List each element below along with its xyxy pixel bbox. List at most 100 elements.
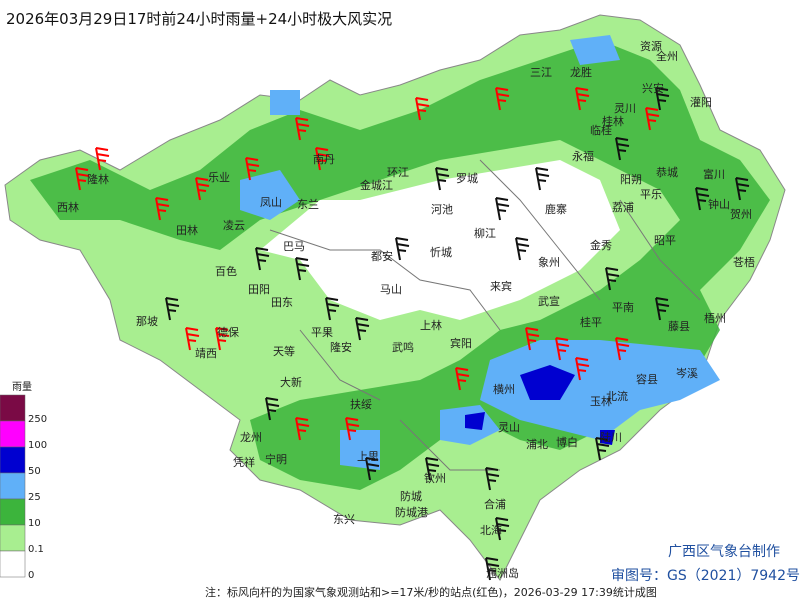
county-borders <box>269 159 701 471</box>
place-label: 桂平 <box>580 315 602 329</box>
wind-barb <box>195 177 210 201</box>
legend-swatch <box>0 420 26 448</box>
wind-barb <box>485 557 500 581</box>
place-label: 钦州 <box>424 472 446 485</box>
wind-barb <box>595 437 610 461</box>
place-label: 马山 <box>380 283 402 296</box>
place-label: 恭城 <box>656 166 678 179</box>
place-label: 乐业 <box>208 171 230 184</box>
wind-barb <box>435 167 450 191</box>
place-label: 平南 <box>612 301 634 314</box>
place-label: 龙胜 <box>570 65 592 79</box>
wind-barb <box>495 197 510 221</box>
place-label: 武鸣 <box>392 340 414 354</box>
place-label: 德保 <box>217 325 239 339</box>
wind-barb <box>415 97 430 121</box>
wind-barb <box>215 327 230 351</box>
place-label: 凤山 <box>260 196 282 209</box>
place-label: 兴安 <box>642 81 664 95</box>
map-title: 2026年03月29日17时前24小时雨量+24小时极大风实况 <box>6 10 392 28</box>
wind-barb <box>155 197 170 221</box>
place-label: 忻城 <box>430 246 452 259</box>
legend-swatch <box>0 446 26 474</box>
approval: 审图号：GS（2021）7942号 <box>611 568 800 584</box>
place-label: 环江 <box>387 166 409 179</box>
place-label: 防城 <box>400 489 422 503</box>
place-label: 藤县 <box>668 320 690 333</box>
wind-barb <box>575 87 590 111</box>
place-label: 靖西 <box>195 347 217 360</box>
place-label: 梧州 <box>704 311 726 325</box>
place-label: 南丹 <box>313 153 335 166</box>
wind-barb <box>295 257 310 281</box>
place-label: 玉林 <box>590 394 612 408</box>
dry-area <box>260 160 620 320</box>
place-label: 金秀 <box>590 238 612 252</box>
place-label: 天等 <box>273 344 295 358</box>
wind-barb <box>495 87 510 111</box>
wind-barb <box>615 137 630 161</box>
legend-label: 0 <box>28 570 34 581</box>
place-label: 涠洲岛 <box>486 566 519 580</box>
place-label: 象州 <box>538 256 560 269</box>
place-label: 阳朔 <box>620 173 642 186</box>
wind-barb <box>605 267 620 291</box>
place-label: 宾阳 <box>450 336 472 350</box>
place-label: 都安 <box>371 249 393 263</box>
place-label: 资源 <box>640 39 662 53</box>
place-label: 隆安 <box>330 340 352 354</box>
wind-barb <box>455 367 470 391</box>
place-label: 博白 <box>556 435 578 449</box>
place-label: 富川 <box>703 167 725 181</box>
rain-25-area <box>240 35 720 470</box>
wind-barb <box>555 337 570 361</box>
place-label: 罗城 <box>456 172 478 185</box>
legend-swatch <box>0 524 26 552</box>
place-label: 武宣 <box>538 294 560 308</box>
place-label: 临桂 <box>590 123 612 137</box>
place-label: 灵山 <box>498 421 520 434</box>
place-label: 凌云 <box>223 218 245 232</box>
wind-barb <box>255 247 270 271</box>
wind-barb <box>365 457 380 481</box>
legend: 250 100 50 25 10 0.1 0 <box>0 394 47 581</box>
legend-title: 雨量 <box>12 381 32 393</box>
place-label: 陆川 <box>600 430 622 444</box>
footnote: 注：标风向杆的为国家气象观测站和>=17米/秒的站点(红色)，2026-03-2… <box>205 585 657 599</box>
legend-swatch <box>0 498 26 526</box>
place-label: 岑溪 <box>676 367 698 380</box>
place-label: 金城江 <box>360 178 393 192</box>
place-label: 灵川 <box>614 102 636 115</box>
place-label: 百色 <box>215 264 237 278</box>
place-label: 河池 <box>431 203 453 216</box>
place-label: 巴马 <box>283 240 305 253</box>
place-label: 浦北 <box>526 438 548 451</box>
place-label: 来宾 <box>490 279 512 293</box>
place-label: 平果 <box>311 326 333 339</box>
wind-barb <box>655 297 670 321</box>
wind-barb <box>355 317 370 341</box>
place-label: 宁明 <box>265 452 287 466</box>
wind-barb <box>295 117 310 141</box>
legend-label: 25 <box>28 492 41 503</box>
place-label: 大新 <box>280 375 302 389</box>
wind-barb <box>525 327 540 351</box>
place-label: 北流 <box>606 389 628 403</box>
place-label: 上林 <box>420 318 442 332</box>
place-label: 西林 <box>57 200 79 214</box>
place-label: 横州 <box>493 382 515 396</box>
legend-label: 100 <box>28 440 47 451</box>
place-label: 永福 <box>572 149 594 163</box>
place-label: 钟山 <box>708 197 730 211</box>
wind-barb <box>485 467 500 491</box>
place-label: 田阳 <box>248 283 270 296</box>
wind-barb <box>575 357 590 381</box>
place-label: 凭祥 <box>233 455 255 469</box>
wind-barb <box>735 177 750 201</box>
wind-barb <box>75 167 90 191</box>
place-label: 东兴 <box>333 513 355 526</box>
wind-barb <box>695 187 710 211</box>
place-label: 全州 <box>656 49 678 63</box>
